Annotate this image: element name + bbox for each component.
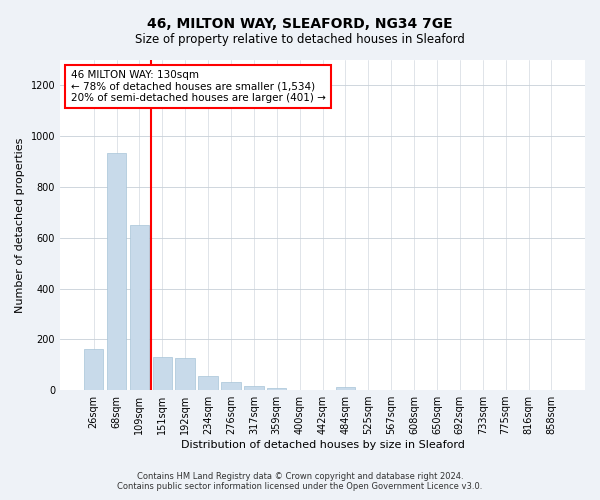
Y-axis label: Number of detached properties: Number of detached properties	[15, 138, 25, 312]
Bar	[267, 388, 286, 390]
Text: Size of property relative to detached houses in Sleaford: Size of property relative to detached ho…	[135, 32, 465, 46]
Bar	[221, 382, 241, 390]
Bar	[175, 358, 195, 390]
Bar	[335, 387, 355, 390]
Text: Contains public sector information licensed under the Open Government Licence v3: Contains public sector information licen…	[118, 482, 482, 491]
Bar	[130, 225, 149, 390]
Bar	[199, 376, 218, 390]
Text: Contains HM Land Registry data © Crown copyright and database right 2024.: Contains HM Land Registry data © Crown c…	[137, 472, 463, 481]
Text: 46, MILTON WAY, SLEAFORD, NG34 7GE: 46, MILTON WAY, SLEAFORD, NG34 7GE	[147, 18, 453, 32]
Bar	[84, 350, 103, 390]
Bar	[244, 386, 263, 390]
Text: 46 MILTON WAY: 130sqm
← 78% of detached houses are smaller (1,534)
20% of semi-d: 46 MILTON WAY: 130sqm ← 78% of detached …	[71, 70, 325, 103]
Bar	[152, 357, 172, 390]
Bar	[107, 152, 126, 390]
X-axis label: Distribution of detached houses by size in Sleaford: Distribution of detached houses by size …	[181, 440, 464, 450]
